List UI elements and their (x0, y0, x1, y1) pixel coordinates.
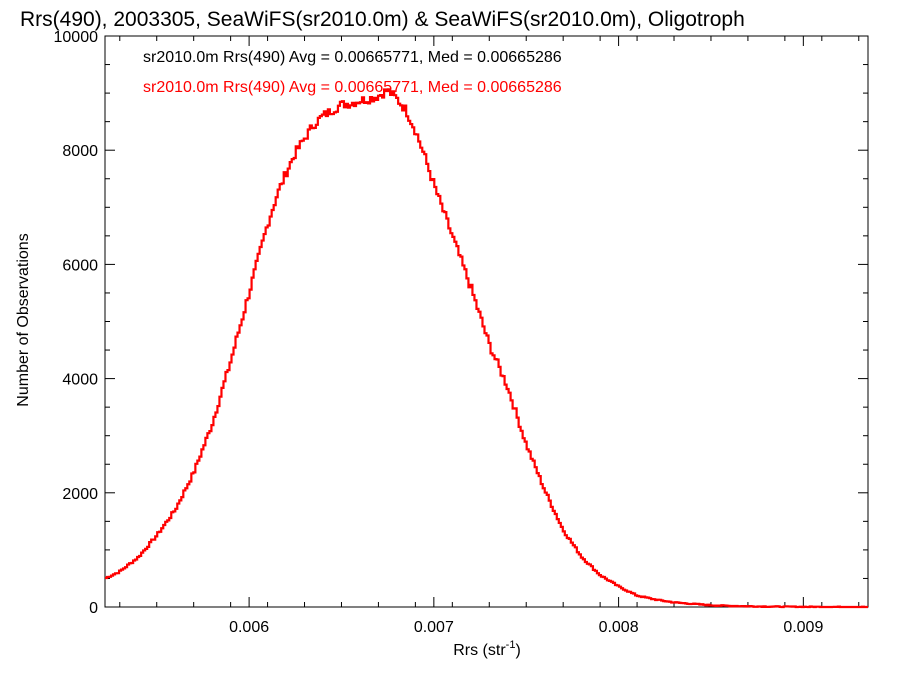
y-axis-title: Number of Observations (15, 233, 32, 406)
y-tick-label: 6000 (62, 257, 98, 274)
x-axis-title-main: Rrs (str (453, 642, 506, 659)
x-tick-label: 0.007 (414, 619, 454, 636)
chart-title: Rrs(490), 2003305, SeaWiFS(sr2010.0m) & … (20, 8, 745, 31)
axes: 0.006 0.007 0.008 0.009 0 2000 4000 6000 8000 100… (54, 29, 868, 636)
x-tick-label: 0.009 (783, 619, 823, 636)
series-layer (105, 88, 868, 609)
legend-annotation: sr2010.0m Rrs(490) Avg = 0.00665771, Med… (143, 79, 562, 96)
plot-frame (104, 35, 869, 608)
legend-annotation: sr2010.0m Rrs(490) Avg = 0.00665771, Med… (143, 49, 562, 66)
y-tick-label: 4000 (62, 372, 98, 389)
x-axis-title-sup: -1 (506, 639, 516, 651)
y-tick-label: 2000 (62, 486, 98, 503)
y-tick-label: 0 (89, 600, 98, 617)
x-tick-label: 0.008 (599, 619, 639, 636)
x-axis-title-tail: ) (515, 642, 520, 659)
histogram-series-line (105, 88, 868, 609)
x-axis-title: Rrs (str-1) (453, 639, 521, 659)
y-tick-label: 10000 (54, 29, 99, 46)
y-tick-label: 8000 (62, 143, 98, 160)
x-tick-label: 0.006 (229, 619, 269, 636)
legend: sr2010.0m Rrs(490) Avg = 0.00665771, Med… (143, 49, 562, 96)
